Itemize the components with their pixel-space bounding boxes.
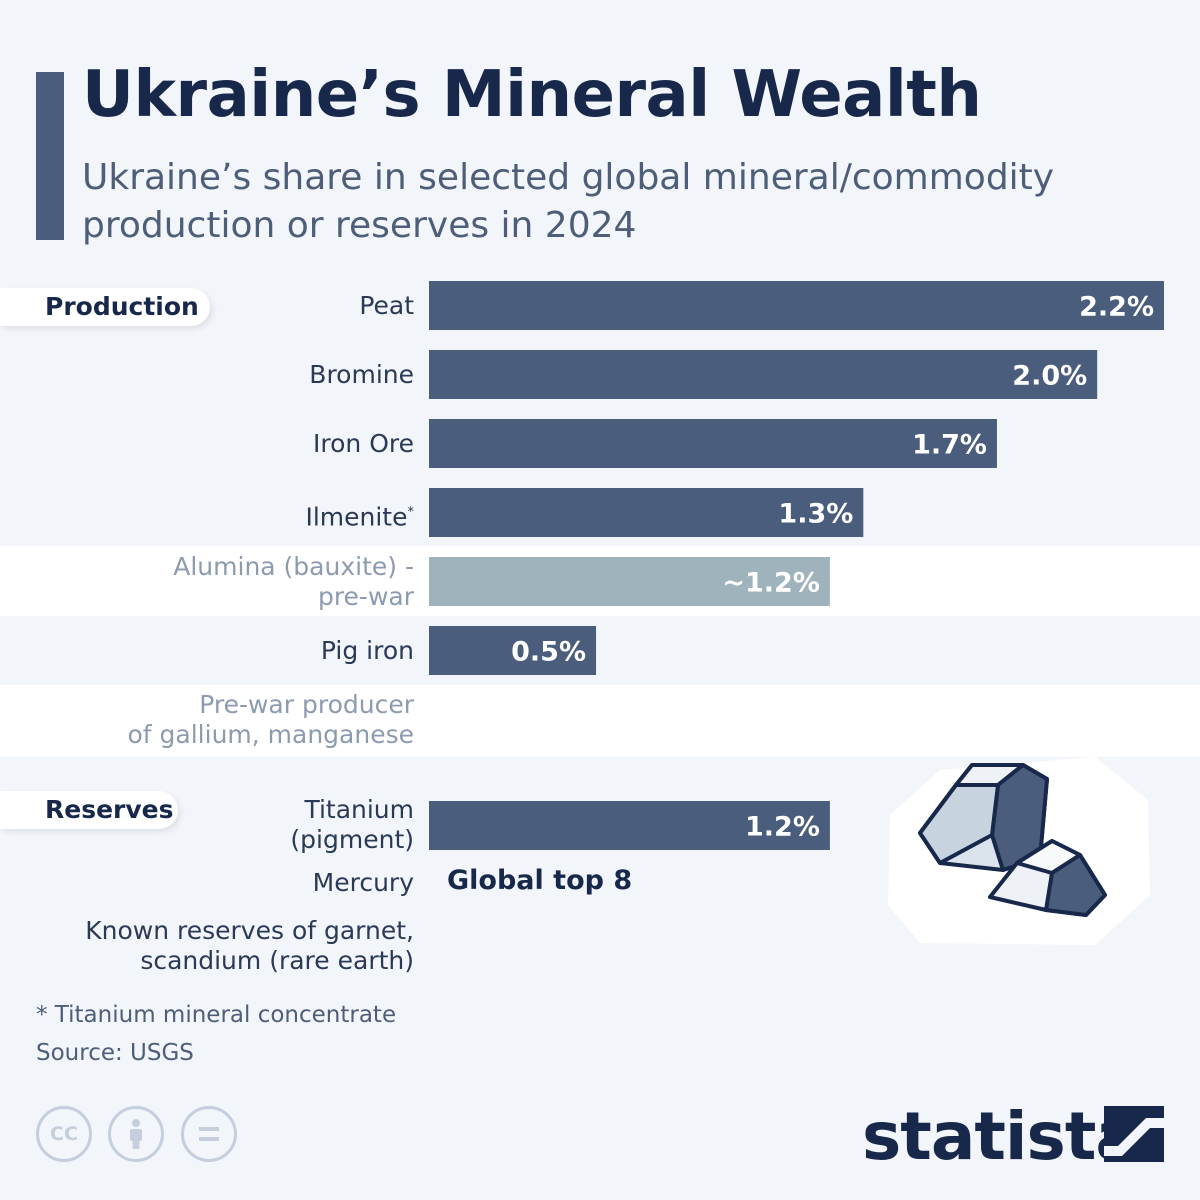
- prewar-producer-note: Pre-war producer of gallium, manganese: [128, 690, 415, 750]
- alumina-line-2: pre-war: [317, 582, 414, 611]
- ilmenite-asterisk: *: [407, 505, 415, 520]
- footnote: * Titanium mineral concentrate: [36, 1002, 397, 1028]
- bar-ilmenite: [429, 488, 864, 537]
- bar-value-bromine: 2.0%: [1012, 361, 1087, 392]
- section-reserves: Reserves: [0, 791, 178, 829]
- prewar-note-line-1: Pre-war producer: [199, 690, 414, 719]
- source-note: Source: USGS: [36, 1040, 194, 1066]
- bar-bromine: [429, 350, 1098, 399]
- bar-peat: [429, 281, 1164, 330]
- category-label-pig-iron: Pig iron: [320, 636, 414, 665]
- bar-alumina: [429, 557, 830, 606]
- alumina-line-1: Alumina (bauxite) -: [173, 552, 414, 581]
- bar-value-alumina: ~1.2%: [722, 568, 820, 599]
- titanium-line-1: Titanium: [304, 795, 414, 824]
- section-production: Production: [0, 288, 210, 326]
- mercury-callout: Global top 8: [447, 865, 633, 896]
- bar-value-pig-iron: 0.5%: [511, 637, 586, 668]
- bar-pig-iron: [429, 626, 597, 675]
- attribution-icon[interactable]: [108, 1106, 164, 1162]
- known-reserves-line-2: scandium (rare earth): [140, 946, 414, 975]
- bar-titanium: [429, 801, 830, 850]
- chart-title: Ukraine’s Mineral Wealth: [82, 58, 982, 132]
- category-label-alumina: Alumina (bauxite) - pre-war: [173, 552, 414, 612]
- prewar-note-band: [0, 685, 1200, 757]
- prewar-note-line-2: of gallium, manganese: [127, 720, 415, 749]
- person-icon: [130, 1119, 142, 1149]
- known-reserves-note: Known reserves of garnet, scandium (rare…: [85, 916, 414, 976]
- category-label-bromine: Bromine: [309, 360, 414, 389]
- category-label-peat: Peat: [359, 291, 414, 320]
- bar-value-iron-ore: 1.7%: [912, 430, 987, 461]
- statista-logo[interactable]: statista: [862, 1098, 1140, 1175]
- title-accent-bar: [36, 72, 64, 240]
- statista-logo-icon: [1104, 1106, 1164, 1162]
- chart-subtitle: Ukraine’s share in selected global miner…: [82, 157, 1055, 246]
- equals-icon: [199, 1127, 219, 1141]
- cc-license-icon[interactable]: CC: [36, 1106, 92, 1162]
- category-label-titanium: Titanium (pigment): [290, 795, 414, 855]
- category-label-mercury: Mercury: [312, 868, 414, 897]
- bar-value-titanium: 1.2%: [745, 812, 820, 843]
- rock-large-icon: [918, 763, 1049, 872]
- bar-value-peat: 2.2%: [1079, 292, 1154, 323]
- category-label-iron-ore: Iron Ore: [313, 429, 414, 458]
- titanium-line-2: (pigment): [290, 825, 414, 854]
- ilmenite-text: Ilmenite: [305, 502, 408, 532]
- mineral-rocks-illustration: [888, 757, 1150, 945]
- no-derivatives-icon[interactable]: [181, 1106, 237, 1162]
- bar-iron-ore: [429, 419, 997, 468]
- rock-small-icon: [988, 839, 1107, 917]
- category-label-ilmenite: Ilmenite*: [305, 498, 414, 532]
- known-reserves-line-1: Known reserves of garnet,: [85, 916, 414, 945]
- bar-value-ilmenite: 1.3%: [778, 499, 853, 530]
